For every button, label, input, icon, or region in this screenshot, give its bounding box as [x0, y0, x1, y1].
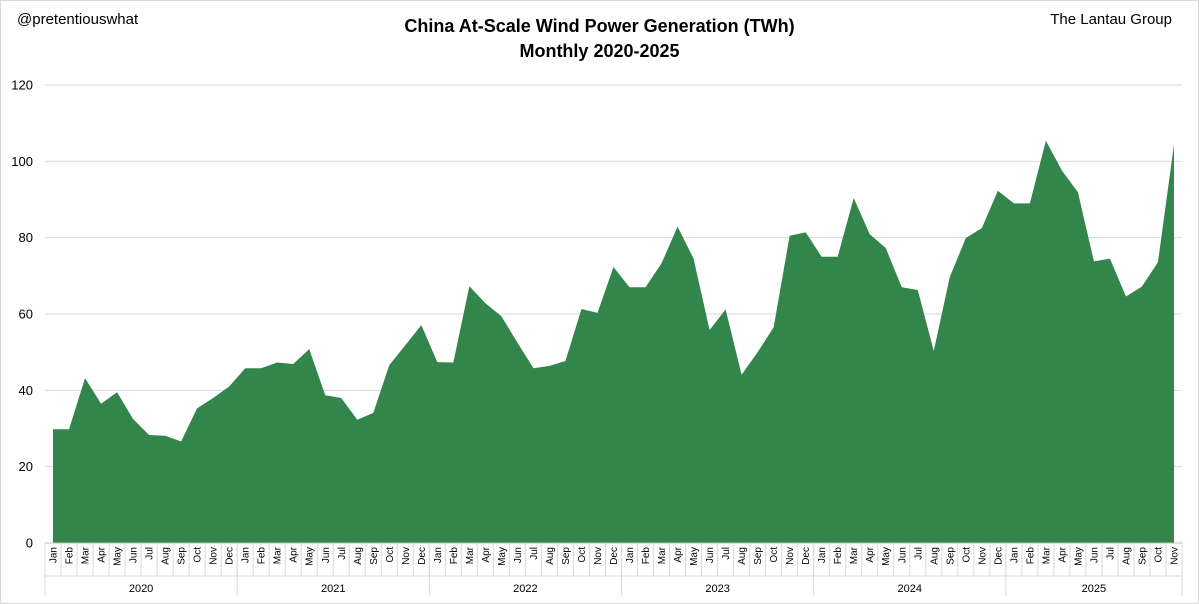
chart-subtitle: Monthly 2020-2025: [519, 41, 680, 61]
source-label: The Lantau Group: [1050, 11, 1172, 28]
month-label: Oct: [577, 547, 588, 563]
month-label: Aug: [929, 547, 940, 565]
year-label: 2024: [898, 583, 922, 595]
month-label: Jul: [721, 547, 732, 560]
author-handle: @pretentiouswhat: [17, 11, 139, 28]
month-label: Jun: [1089, 547, 1100, 563]
month-label: Dec: [609, 547, 620, 565]
month-label: Jan: [433, 547, 444, 563]
month-label: Sep: [753, 547, 764, 565]
month-label: Jan: [817, 547, 828, 563]
month-label: Apr: [481, 546, 492, 562]
month-label: Mar: [465, 546, 476, 564]
month-label: Jan: [49, 547, 60, 563]
month-label: Sep: [177, 547, 188, 565]
month-label: Aug: [1121, 547, 1132, 565]
month-label: Oct: [193, 547, 204, 563]
month-label: Sep: [1137, 547, 1148, 565]
month-label: Mar: [81, 546, 92, 564]
month-label: Sep: [945, 547, 956, 565]
month-label: Jul: [337, 547, 348, 560]
month-label: Oct: [961, 547, 972, 563]
chart-title-block: China At-Scale Wind Power Generation (TW…: [0, 14, 1199, 64]
month-label: May: [881, 547, 892, 566]
month-label: Feb: [833, 547, 844, 565]
month-label: May: [1073, 547, 1084, 566]
month-label: Nov: [209, 547, 220, 565]
y-tick-label: 120: [11, 78, 33, 93]
month-label: Jan: [241, 547, 252, 563]
y-axis: 0 20 40 60 80 100 120: [11, 78, 33, 551]
y-tick-label: 60: [19, 307, 33, 322]
month-label: Feb: [449, 547, 460, 565]
month-label: May: [113, 547, 124, 566]
month-label: Jul: [1105, 547, 1116, 560]
month-label: Apr: [1057, 546, 1068, 562]
month-label: Jul: [529, 547, 540, 560]
month-label: May: [497, 547, 508, 566]
month-label: Dec: [417, 547, 428, 565]
month-label: Sep: [561, 547, 572, 565]
month-label: Jul: [913, 547, 924, 560]
month-label: Jun: [321, 547, 332, 563]
y-tick-label: 80: [19, 230, 33, 245]
x-axis: Jan Feb Mar Apr May Jun Jul Aug Sep Oct Nov Dec Jan F…: [44, 542, 1183, 596]
month-label: Jun: [129, 547, 140, 563]
year-label: 2022: [513, 583, 537, 595]
area-fill: [53, 140, 1174, 543]
area-series: [53, 140, 1174, 543]
month-label: Jan: [1009, 547, 1020, 563]
month-label: Oct: [1153, 547, 1164, 563]
month-label: Aug: [161, 547, 172, 565]
month-label: Aug: [545, 547, 556, 565]
month-label: Aug: [737, 547, 748, 565]
month-label: Sep: [369, 547, 380, 565]
month-label: Feb: [257, 547, 268, 565]
year-label: 2025: [1082, 583, 1106, 595]
month-label: Feb: [65, 547, 76, 565]
month-label: Jun: [897, 547, 908, 563]
month-label: Nov: [785, 547, 796, 565]
month-label: Jun: [513, 547, 524, 563]
month-label: Apr: [865, 546, 876, 562]
month-label: Mar: [273, 546, 284, 564]
y-tick-label: 100: [11, 154, 33, 169]
month-label: Mar: [657, 546, 668, 564]
month-label: Apr: [97, 546, 108, 562]
month-label: May: [305, 547, 316, 566]
month-label: Nov: [401, 547, 412, 565]
month-label: Nov: [977, 547, 988, 565]
month-label: Nov: [1169, 547, 1180, 565]
month-label: Mar: [849, 546, 860, 564]
month-label: Feb: [641, 547, 652, 565]
month-label: Dec: [993, 547, 1004, 565]
y-tick-label: 0: [26, 536, 33, 551]
month-label: Dec: [225, 547, 236, 565]
month-label: Apr: [289, 546, 300, 562]
y-tick-label: 20: [19, 459, 33, 474]
chart-title: China At-Scale Wind Power Generation (TW…: [404, 16, 795, 36]
month-label: Apr: [673, 546, 684, 562]
month-label: Feb: [1025, 547, 1036, 565]
month-label: Nov: [593, 547, 604, 565]
month-label: May: [689, 547, 700, 566]
year-label: 2020: [129, 583, 153, 595]
year-label: 2023: [705, 583, 729, 595]
month-label: Oct: [385, 547, 396, 563]
y-tick-label: 40: [19, 383, 33, 398]
year-label: 2021: [321, 583, 345, 595]
month-label: Jul: [145, 547, 156, 560]
month-label: Dec: [801, 547, 812, 565]
month-label: Jan: [625, 547, 636, 563]
month-label: Aug: [353, 547, 364, 565]
month-label: Jun: [705, 547, 716, 563]
month-label: Oct: [769, 547, 780, 563]
month-label: Mar: [1041, 546, 1052, 564]
